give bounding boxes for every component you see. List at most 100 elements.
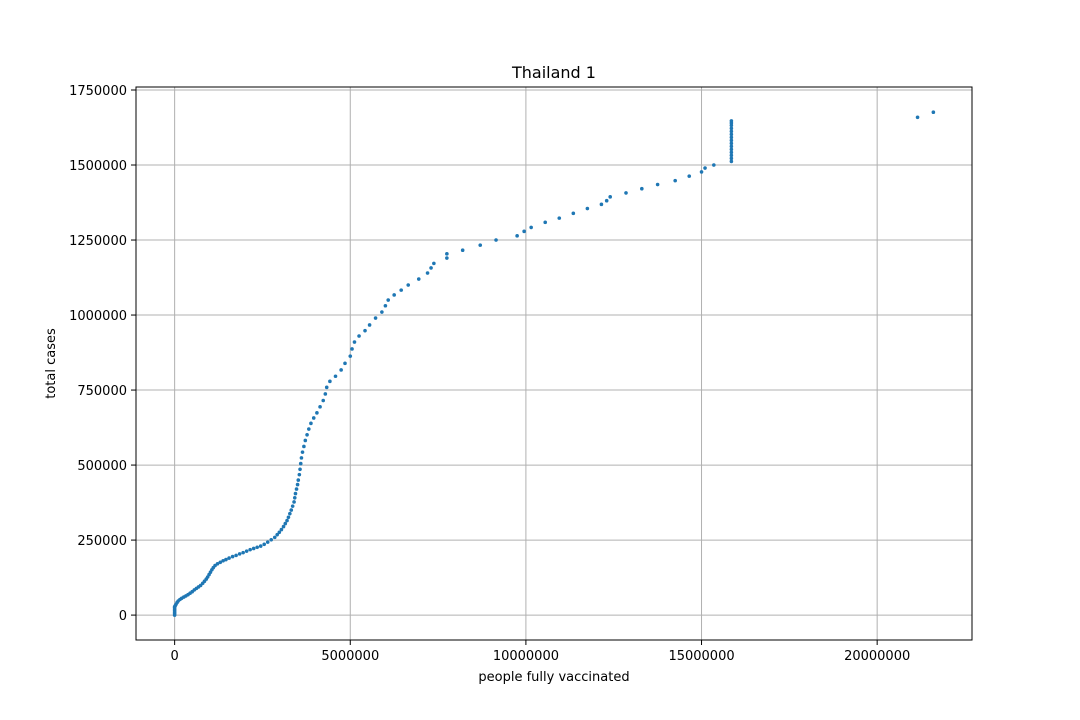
data-point (321, 398, 326, 403)
data-point (729, 141, 734, 146)
data-point (445, 256, 449, 260)
data-point (352, 340, 357, 344)
data-point (230, 554, 235, 559)
data-point (213, 563, 217, 568)
data-point (478, 243, 483, 247)
x-tick-label: 20000000 (844, 649, 910, 664)
y-tick-label: 250000 (77, 534, 127, 549)
data-point (915, 115, 920, 120)
data-point (624, 191, 628, 195)
data-point (348, 354, 353, 358)
data-point (729, 156, 734, 161)
data-point (237, 552, 242, 556)
data-point (729, 119, 734, 123)
data-point (309, 421, 313, 426)
data-point (333, 374, 338, 379)
x-tick-label: 10000000 (493, 649, 559, 664)
data-point (699, 170, 704, 174)
data-point (380, 310, 384, 314)
data-point (227, 556, 231, 560)
chart-title: Thailand 1 (511, 63, 596, 82)
data-point (294, 487, 299, 491)
data-point (599, 202, 604, 207)
data-point (324, 385, 329, 390)
data-point (557, 216, 562, 220)
data-points (172, 110, 936, 617)
data-point (494, 238, 498, 242)
data-point (383, 303, 388, 308)
data-point (655, 182, 660, 187)
y-tick-label: 1750000 (69, 84, 127, 99)
data-point (315, 411, 319, 415)
y-axis-ticks: 0 250000 500000 750000 1000000 1250000 1500000… (69, 84, 136, 624)
data-point (298, 461, 303, 466)
data-point (522, 229, 526, 234)
data-point (289, 508, 294, 512)
data-point (286, 515, 291, 520)
data-point (262, 542, 267, 547)
data-point (307, 427, 311, 431)
data-point (241, 550, 245, 555)
data-point (425, 271, 430, 275)
data-point (729, 150, 734, 155)
data-point (279, 527, 284, 532)
data-point (302, 444, 306, 449)
data-point (343, 361, 347, 366)
data-point (295, 482, 300, 487)
data-point (311, 416, 316, 420)
data-point (367, 323, 372, 327)
data-point (357, 334, 361, 338)
data-point (729, 159, 734, 164)
data-point (281, 524, 286, 529)
data-point (406, 283, 411, 287)
data-point (293, 491, 298, 496)
data-point (429, 266, 433, 270)
data-point (729, 144, 734, 149)
data-point (571, 211, 576, 216)
data-point (339, 368, 343, 372)
data-point (729, 135, 734, 140)
x-axis-label: people fully vaccinated (478, 670, 629, 685)
data-point (640, 186, 644, 191)
plot-frame (135, 86, 973, 641)
data-point (399, 288, 404, 292)
data-point (272, 535, 277, 540)
data-point (296, 478, 301, 482)
data-point (445, 252, 449, 256)
data-point (303, 438, 308, 443)
data-point (729, 138, 734, 143)
y-tick-label: 1000000 (69, 309, 127, 324)
data-point (729, 126, 734, 131)
data-point (543, 220, 548, 225)
data-point (392, 293, 396, 297)
data-point (290, 504, 295, 508)
y-tick-label: 1250000 (69, 234, 127, 249)
data-point (288, 511, 292, 516)
data-point (244, 549, 249, 553)
data-point (703, 166, 707, 170)
data-point (373, 316, 378, 320)
x-tick-label: 5000000 (321, 649, 379, 664)
y-tick-label: 500000 (77, 459, 127, 474)
data-point (673, 178, 677, 183)
data-point (515, 234, 519, 238)
data-point (265, 540, 270, 544)
data-point (277, 530, 282, 535)
data-point (529, 225, 533, 230)
data-point (931, 110, 936, 115)
y-tick-label: 750000 (77, 384, 127, 399)
data-point (299, 456, 304, 460)
data-point (292, 495, 297, 500)
x-axis-ticks: 0 5000000 10000000 15000000 20000000 (170, 640, 910, 664)
data-point (687, 174, 692, 178)
data-point (224, 557, 228, 562)
data-point (305, 432, 309, 437)
data-point (323, 392, 328, 396)
data-point (328, 379, 332, 384)
data-point (215, 561, 220, 566)
y-tick-label: 1500000 (69, 159, 127, 174)
x-tick-label: 15000000 (668, 649, 734, 664)
data-point (729, 147, 734, 152)
x-tick-label: 0 (170, 649, 178, 664)
